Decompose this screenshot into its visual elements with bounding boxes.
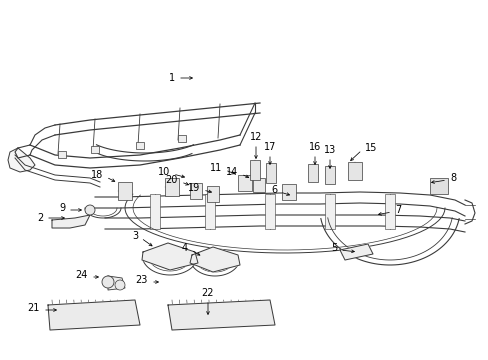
Bar (150, 194, 160, 229)
Circle shape (115, 280, 125, 290)
Text: 22: 22 (202, 288, 214, 298)
Bar (384, 194, 394, 229)
Text: 23: 23 (135, 275, 148, 285)
Text: 3: 3 (132, 231, 138, 241)
Bar (118, 182, 132, 200)
Polygon shape (8, 148, 35, 172)
Text: 17: 17 (263, 142, 276, 152)
Text: 24: 24 (76, 270, 88, 280)
Bar (347, 162, 361, 180)
Text: 7: 7 (394, 205, 401, 215)
Text: 18: 18 (91, 170, 103, 180)
Text: 16: 16 (308, 142, 321, 152)
Text: 21: 21 (27, 303, 40, 313)
Bar (58, 151, 66, 158)
Bar (325, 194, 334, 229)
Bar (265, 163, 275, 183)
Bar (282, 184, 295, 200)
Bar (164, 178, 179, 196)
Bar (206, 186, 219, 202)
Bar (252, 178, 264, 192)
Text: 12: 12 (249, 132, 262, 142)
Text: 10: 10 (158, 167, 170, 177)
Bar (249, 160, 260, 180)
Text: 14: 14 (225, 167, 238, 177)
Bar (190, 183, 202, 199)
Text: 5: 5 (330, 243, 336, 253)
Text: 1: 1 (168, 73, 175, 83)
Polygon shape (108, 276, 125, 290)
Bar (264, 194, 274, 229)
Text: 2: 2 (37, 213, 43, 223)
Polygon shape (52, 215, 90, 228)
Polygon shape (48, 300, 140, 330)
Text: 8: 8 (449, 173, 455, 183)
Polygon shape (142, 243, 198, 270)
Circle shape (102, 276, 114, 288)
Bar (204, 194, 215, 229)
Polygon shape (190, 247, 240, 272)
Polygon shape (339, 244, 372, 260)
Polygon shape (168, 300, 274, 330)
Bar (178, 135, 185, 142)
Bar (238, 175, 251, 191)
Bar (429, 178, 447, 194)
Text: 19: 19 (187, 183, 200, 193)
Bar (136, 142, 143, 149)
Bar (91, 146, 99, 153)
Bar (307, 164, 317, 182)
Circle shape (85, 205, 95, 215)
Text: 11: 11 (209, 163, 222, 173)
Text: 4: 4 (182, 243, 187, 253)
Text: 6: 6 (270, 185, 276, 195)
Text: 13: 13 (323, 145, 335, 155)
Text: 20: 20 (165, 175, 178, 185)
Bar (325, 166, 334, 184)
Text: 9: 9 (59, 203, 65, 213)
Text: 15: 15 (364, 143, 377, 153)
